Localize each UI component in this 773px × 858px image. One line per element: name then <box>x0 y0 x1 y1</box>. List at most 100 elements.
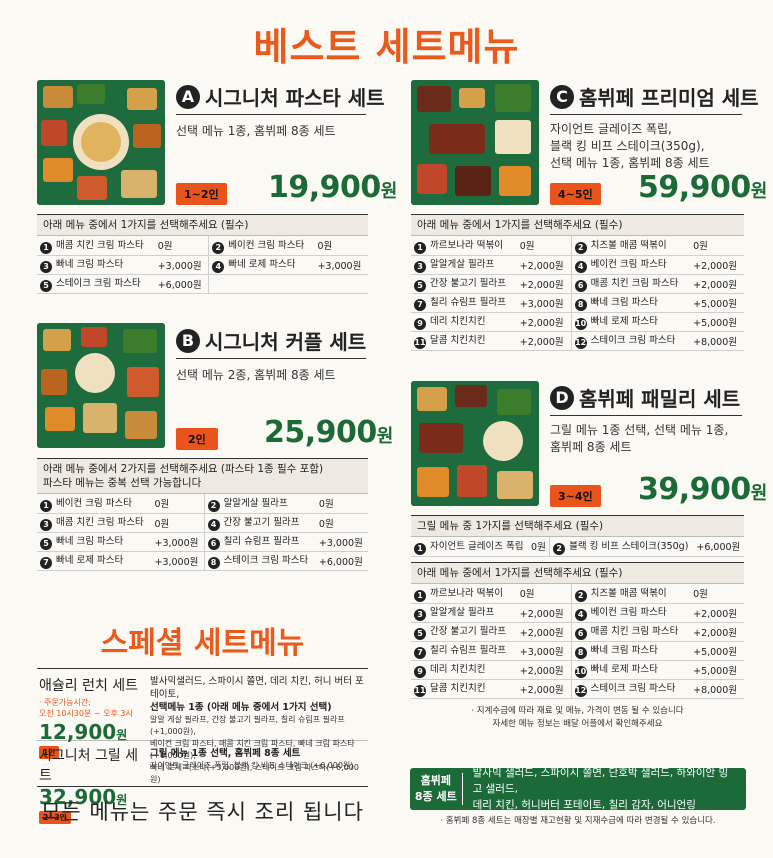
set-d-photo <box>411 381 539 506</box>
option-row[interactable]: 3 알알게살 필라프 <box>411 603 517 623</box>
option-row[interactable]: 3 매콤 치킨 크림 파스타 <box>37 513 152 533</box>
set-a-name: 시그니처 파스타 세트 <box>205 86 385 110</box>
set-d-price-value: 39,900 <box>638 472 751 507</box>
set-b-price-value: 25,900 <box>264 415 377 450</box>
option-row[interactable]: 1 까르보나라 떡볶이 <box>411 236 517 256</box>
option-row[interactable]: 6 매콤 치킨 크림 파스타 <box>570 622 691 642</box>
set-a-desc: 선택 메뉴 1종, 홈뷔페 8종 세트 <box>176 124 336 138</box>
set-c-photo <box>411 80 539 205</box>
option-row[interactable]: 4 베이컨 크림 파스타 <box>570 603 691 623</box>
set-b-instruction-2: 파스타 메뉴는 중복 선택 가능합니다 <box>43 477 202 489</box>
option-row[interactable]: 4 간장 불고기 필라프 <box>203 513 316 533</box>
page-title: 베스트 세트메뉴 <box>253 25 520 69</box>
option-row[interactable]: 2 베이컨 크림 파스타 <box>208 236 315 256</box>
option-row[interactable]: 2 알알게살 필라프 <box>203 494 316 514</box>
special-title: 스페셜 세트메뉴 <box>100 626 305 661</box>
option-row[interactable]: 10 빠네 로제 파스타 <box>570 660 691 680</box>
option-row[interactable]: 12 스테이크 크림 파스타 <box>570 331 691 351</box>
set-c-options: 아래 메뉴 중에서 1가지를 선택해주세요 (필수) 1 까르보나라 떡볶이 0원 2… <box>411 214 744 351</box>
lunch-set-name: 애슐리 런치 세트 <box>39 678 139 694</box>
footer-message: 모든 메뉴는 주문 즉시 조리 됩니다 <box>41 800 364 824</box>
set-d-people: 3~4인 <box>550 485 601 507</box>
set-b-letter: B <box>176 328 200 353</box>
option-row[interactable]: 6 칠리 슈림프 필라프 <box>203 532 316 552</box>
option-row[interactable]: 7 칠리 슈림프 필라프 <box>411 641 517 661</box>
set-b-instruction: 아래 메뉴 중에서 2가지를 선택해주세요 (파스타 1종 필수 포함) <box>43 463 324 475</box>
option-row[interactable]: 8 빠네 크림 파스타 <box>570 293 691 313</box>
set-d-desc: 그릴 메뉴 1종 선택, 선택 메뉴 1종, 홈뷔페 8종 세트 <box>550 423 729 454</box>
set-c-won: 원 <box>750 181 768 202</box>
option-row[interactable]: 2 치즈볼 매콤 떡볶이 <box>570 584 691 604</box>
set-c-people: 4~5인 <box>550 183 601 205</box>
set-c-header: C 홈뷔페 프리미엄 세트 <box>550 82 759 115</box>
option-row[interactable]: 11 달콤 치킨치킨 <box>411 679 517 699</box>
set-a-price-value: 19,900 <box>268 170 381 205</box>
set-a-price: 19,900원 <box>268 170 397 205</box>
set-b-header: B 시그니처 커플 세트 <box>176 326 366 359</box>
set-d-name: 홈뷔페 패밀리 세트 <box>579 387 741 411</box>
set-a-options: 아래 메뉴 중에서 1가지를 선택해주세요 (필수) 1 매콤 치킨 크림 파스타… <box>37 214 368 294</box>
buffet-label-2: 8종 세트 <box>414 790 457 803</box>
option-row[interactable]: 6 매콤 치킨 크림 파스타 <box>570 274 691 294</box>
set-a-instruction: 아래 메뉴 중에서 1가지를 선택해주세요 (필수) <box>37 214 368 236</box>
set-b-price: 25,900원 <box>264 415 393 450</box>
option-row[interactable]: 2 치즈볼 매콤 떡볶이 <box>570 236 691 256</box>
lunch-set-people: 1인 <box>39 746 60 759</box>
set-b-won: 원 <box>376 426 394 447</box>
set-a-photo <box>37 80 165 205</box>
option-row[interactable]: 5 빠네 크림 파스타 <box>37 532 152 552</box>
set-c-name: 홈뷔페 프리미엄 세트 <box>579 86 759 110</box>
option-row[interactable]: 1 까르보나라 떡볶이 <box>411 584 517 604</box>
option-row[interactable]: 9 데리 치킨치킨 <box>411 312 517 332</box>
set-a-header: A 시그니처 파스타 세트 <box>176 82 385 115</box>
set-d-won: 원 <box>750 483 768 504</box>
buffet-items-2: 데리 치킨, 허니버터 포테이토, 칠리 감자, 어니언링 <box>472 799 696 811</box>
buffet-box: 홈뷔페 8종 세트 발사믹 샐러드, 스파이시 쫄면, 단호박 샐러드, 하와이… <box>410 767 746 811</box>
set-d-letter: D <box>550 385 574 410</box>
buffet-label-1: 홈뷔페 <box>420 774 451 787</box>
grill-set-price: 32,900 <box>39 785 117 809</box>
set-b-photo <box>37 323 165 448</box>
set-a-letter: A <box>176 84 200 109</box>
set-c-price: 59,900원 <box>638 170 767 205</box>
grill-set-name: 시그니처 그릴 세트 <box>39 748 139 784</box>
option-row[interactable]: 12 스테이크 크림 파스타 <box>570 679 691 699</box>
set-a-won: 원 <box>380 181 398 202</box>
option-row[interactable]: 4 빠네 로제 파스타 <box>208 255 315 275</box>
set-c-letter: C <box>550 84 574 109</box>
option-row[interactable]: 1 베이컨 크림 파스타 <box>37 494 152 514</box>
set-b-people: 2인 <box>176 428 218 450</box>
option-row[interactable]: 8 스테이크 크림 파스타 <box>203 551 316 571</box>
set-a-people: 1~2인 <box>176 183 227 205</box>
set-b-name: 시그니처 커플 세트 <box>205 330 367 354</box>
option-row[interactable]: 1 매콤 치킨 크림 파스타 <box>37 236 155 256</box>
option-row[interactable]: 10 빠네 로제 파스타 <box>570 312 691 332</box>
set-c-price-value: 59,900 <box>638 170 751 205</box>
option-row[interactable]: 9 데리 치킨치킨 <box>411 660 517 680</box>
set-d-header: D 홈뷔페 패밀리 세트 <box>550 383 742 416</box>
set-d-grill-instruction: 그릴 메뉴 중 1가지를 선택해주세요 (필수) <box>411 515 744 537</box>
set-d-price: 39,900원 <box>638 472 767 507</box>
lunch-set: 애슐리 런치 세트 · 주문가능시간: 오전 10시30분 ~ 오후 3시 12… <box>37 668 368 784</box>
option-row[interactable]: 1 자이언트 글레이즈 폭립 <box>411 537 529 557</box>
grill-set: 시그니처 그릴 세트 32,900원 2~3인 그릴 메뉴 1종 선택, 홈뷔페… <box>37 741 368 824</box>
set-d-options: 아래 메뉴 중에서 1가지를 선택해주세요 (필수) 1 까르보나라 떡볶이 0원 2… <box>411 562 744 699</box>
set-c-instruction: 아래 메뉴 중에서 1가지를 선택해주세요 (필수) <box>411 214 744 236</box>
option-row[interactable]: 5 간장 불고기 필라프 <box>411 274 517 294</box>
set-d-note: · 지계수급에 따라 재료 및 메뉴, 가격이 변동 될 수 있습니다 자세한 … <box>471 706 684 729</box>
option-row[interactable]: 8 빠네 크림 파스타 <box>570 641 691 661</box>
option-row[interactable]: 5 간장 불고기 필라프 <box>411 622 517 642</box>
buffet-note: · 홈뷔페 8종 세트는 매장별 재고현황 및 지재수급에 따라 변경될 수 있… <box>440 816 716 826</box>
option-row[interactable]: 7 칠리 슈림프 필라프 <box>411 293 517 313</box>
set-d-grill-options: 그릴 메뉴 중 1가지를 선택해주세요 (필수) 1 자이언트 글레이즈 폭립 0원… <box>411 515 744 557</box>
option-row[interactable]: 11 달콤 치킨치킨 <box>411 331 517 351</box>
set-b-options: 아래 메뉴 중에서 2가지를 선택해주세요 (파스타 1종 필수 포함) 파스타… <box>37 458 368 571</box>
option-row[interactable]: 2 블랙 킹 비프 스테이크(350g) <box>549 537 694 557</box>
lunch-set-price: 12,900 <box>39 720 117 744</box>
set-b-desc: 선택 메뉴 2종, 홈뷔페 8종 세트 <box>176 368 336 382</box>
option-row[interactable]: 5 스테이크 크림 파스타 <box>37 274 155 294</box>
option-row[interactable]: 7 빠네 로제 파스타 <box>37 551 152 571</box>
option-row[interactable]: 3 알알게살 필라프 <box>411 255 517 275</box>
option-row[interactable]: 4 베이컨 크림 파스타 <box>570 255 691 275</box>
option-row[interactable]: 3 빠네 크림 파스타 <box>37 255 155 275</box>
